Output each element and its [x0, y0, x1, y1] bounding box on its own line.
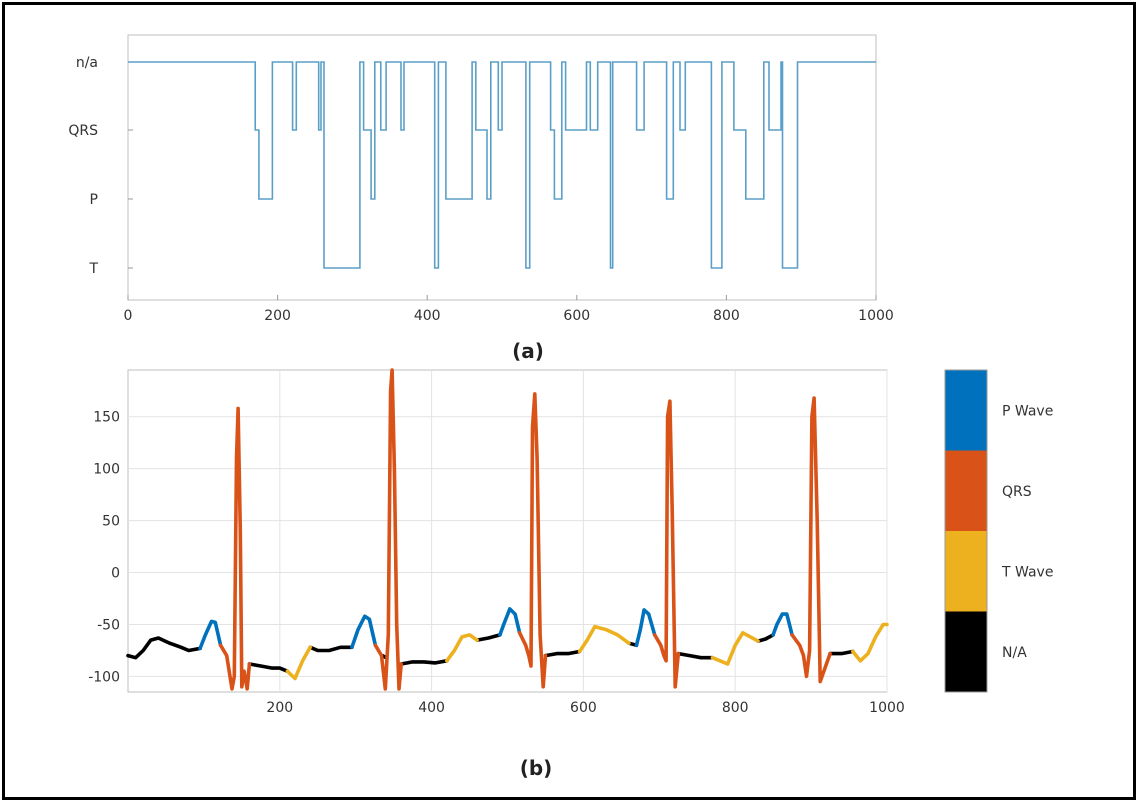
legend-label: QRS	[1002, 484, 1032, 500]
ecg-segment-qrs	[517, 392, 548, 689]
legend-label: P Wave	[1002, 403, 1053, 419]
panel-a-axes: 0 200 400 600 800 1000 T P QRS n/a	[68, 55, 893, 324]
ecg-segment-t-wave	[710, 631, 760, 666]
legend-swatch-qrs	[945, 450, 987, 531]
panel-a-state-line	[128, 61, 876, 269]
ecg-segment-p-wave	[350, 614, 378, 650]
panel-b-x-tick-label: 600	[570, 700, 597, 716]
ecg-segment-n-a	[247, 662, 290, 673]
legend-swatch-n-a	[945, 611, 987, 692]
panel-b-x-tick-label: 400	[418, 700, 445, 716]
ecg-segment-p-wave	[498, 607, 522, 637]
panel-a-x-tick-label: 0	[124, 308, 133, 324]
panel-b-y-tick-label: -50	[97, 617, 120, 633]
panel-a-x-tick-label: 400	[414, 308, 441, 324]
ecg-segment-qrs	[218, 406, 252, 691]
legend-border	[944, 369, 988, 693]
panel-a-series	[128, 61, 876, 269]
panel-b-x-tick-label: 800	[722, 700, 749, 716]
legend-swatch-p-wave	[945, 370, 987, 451]
panel-a-y-tick-label: n/a	[76, 55, 98, 71]
ecg-segment-n-a	[399, 659, 449, 666]
ecg-segment-t-wave	[851, 622, 889, 663]
legend-label: T Wave	[1001, 564, 1053, 580]
panel-b-y-tick-label: 100	[93, 462, 120, 478]
ecg-segment-n-a	[676, 651, 715, 660]
panel-b-chart: 200 400 600 800 1000 150 100 50 0 -50 -100 (b)	[88, 368, 905, 780]
panel-a-y-tick-label: QRS	[68, 123, 98, 139]
ecg-segment-qrs	[373, 368, 403, 691]
panel-b-y-tick-label: -100	[88, 669, 120, 685]
panel-b-grid	[128, 370, 888, 692]
legend: P Wave QRS T Wave N/A	[944, 369, 1053, 693]
ecg-segment-qrs	[790, 396, 832, 684]
legend-label: N/A	[1002, 645, 1027, 661]
panel-b-y-tick-label: 0	[111, 566, 120, 582]
panel-a-caption: (a)	[512, 339, 544, 363]
panel-b-caption: (b)	[520, 756, 553, 780]
panel-a-y-tick-label: T	[88, 261, 98, 277]
ecg-segment-p-wave	[634, 608, 657, 648]
legend-swatch-t-wave	[945, 531, 987, 612]
ecg-segment-t-wave	[285, 645, 312, 681]
ecg-segment-n-a	[126, 636, 202, 660]
panel-b-y-tick-label: 150	[93, 410, 120, 426]
ecg-segment-n-a	[543, 649, 582, 658]
panel-a-y-tick-label: P	[90, 192, 98, 208]
panel-b-plot-area	[127, 369, 888, 693]
panel-a-x-tick-label: 600	[563, 308, 590, 324]
panel-b-x-tick-label: 1000	[869, 700, 905, 716]
ecg-segment-n-a	[475, 633, 502, 642]
ecg-segment-t-wave	[445, 633, 479, 663]
panel-b-y-tick-label: 50	[102, 514, 120, 530]
panel-a-x-tick-label: 1000	[858, 308, 894, 324]
ecg-segment-n-a	[756, 633, 775, 643]
ecg-segment-n-a	[828, 649, 855, 656]
panel-b-x-tick-label: 200	[266, 700, 293, 716]
panel-b-series	[126, 368, 889, 691]
ecg-segment-p-wave	[771, 612, 794, 637]
ecg-segment-t-wave	[577, 624, 631, 654]
panel-b-axes: 200 400 600 800 1000 150 100 50 0 -50 -100	[88, 410, 905, 716]
ecg-segment-n-a	[308, 645, 354, 653]
ecg-segment-p-wave	[198, 619, 223, 651]
panel-a-x-tick-label: 200	[264, 308, 291, 324]
ecg-segment-qrs	[652, 399, 681, 689]
panel-a-chart: 0 200 400 600 800 1000 T P QRS n/a (a)	[68, 34, 894, 363]
panel-a-x-tick-label: 800	[713, 308, 740, 324]
